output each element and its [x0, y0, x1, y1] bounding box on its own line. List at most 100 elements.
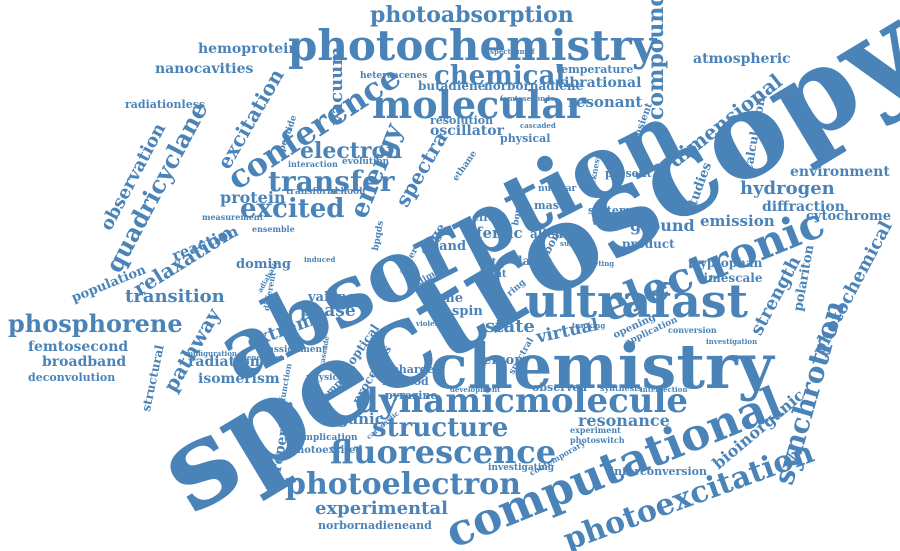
- word-system: system: [588, 204, 631, 217]
- word-heteroacenes: heteroacenes: [360, 71, 428, 81]
- word-butadiene: butadiene: [418, 79, 486, 93]
- word-photochemistry: photochemistry: [288, 21, 657, 70]
- word-physical: physical: [500, 132, 551, 145]
- word-electron: electron: [300, 138, 403, 164]
- word-evolution: evolution: [342, 157, 390, 167]
- word-transform: transform: [286, 187, 337, 197]
- word-cytochrome: cytochrome: [806, 209, 892, 224]
- word-fluorescence: fluorescence: [330, 433, 557, 471]
- word-dynamicmolecule: dynamicmolecule: [355, 381, 689, 421]
- word-present: present: [605, 167, 652, 180]
- word-doming: doming: [236, 257, 291, 272]
- word-light: light: [480, 269, 507, 280]
- word-assignment: assignment: [268, 345, 327, 355]
- word-allene: allene: [530, 227, 571, 241]
- word-winter: winter: [592, 217, 628, 228]
- word-physic: physic: [306, 373, 339, 383]
- word-phosphorene: phosphorene: [8, 309, 183, 338]
- word-interconversion: interconversion: [610, 465, 707, 478]
- word-photoelectron: photoelectron: [285, 467, 521, 502]
- word-product: product: [622, 237, 675, 251]
- word-oscillator: oscillator: [430, 123, 504, 139]
- word-laser: laser: [518, 254, 552, 268]
- word-spin: spin: [452, 304, 483, 319]
- word-phase: phase: [300, 301, 356, 321]
- word-nanocavities: nanocavities: [155, 61, 254, 77]
- word-radiationless: radiationless: [125, 98, 206, 111]
- word-pyrazine: pyrazine: [385, 389, 438, 402]
- word-vibrational: vibrational: [556, 75, 642, 91]
- word-radiation: radiation: [188, 354, 260, 370]
- word-photoswitch: photoswitch: [570, 435, 625, 445]
- word-school: school: [330, 187, 363, 197]
- word-maser: maser: [534, 199, 572, 212]
- word-chemistry: chemistry: [430, 330, 774, 403]
- word-ultrafast: ultrafast: [525, 274, 748, 328]
- word-violet: violet: [416, 319, 438, 328]
- word-synthesis: synthesis: [600, 383, 642, 393]
- word-band: band: [430, 239, 467, 254]
- word-investigating: investigating: [488, 463, 555, 473]
- word-ground: ground: [630, 216, 695, 235]
- word-environment: environment: [790, 164, 890, 180]
- word-transition: transition: [125, 286, 225, 307]
- word-resonance: resonance: [578, 411, 670, 430]
- word-transfer: transfer: [268, 165, 395, 198]
- word-cascaded: cascaded: [520, 121, 556, 130]
- word-experiment: experiment: [570, 425, 621, 435]
- word-vacuum: vacuum: [326, 46, 347, 125]
- word-hemoprotein: hemoprotein: [198, 41, 299, 57]
- word-resonant: resonant: [568, 93, 643, 111]
- word-chemical: chemical: [434, 61, 566, 91]
- word-meeting: meeting: [582, 259, 615, 268]
- word-organic: organic: [320, 410, 384, 428]
- word-photoexcited: photoexcited: [290, 445, 363, 456]
- word-molecular: molecular: [372, 82, 587, 127]
- word-spectrumof: spectrumof: [490, 47, 535, 56]
- word-norbornadieneand: norbornadieneand: [318, 519, 432, 532]
- word-experimental: experimental: [315, 498, 448, 519]
- word-protein: protein: [220, 188, 286, 207]
- word-broadband: broadband: [42, 354, 127, 370]
- word-conversion: conversion: [668, 325, 717, 335]
- word-method: method: [382, 375, 429, 388]
- word-nuclear: nuclear: [538, 184, 577, 194]
- word-observed: observed: [532, 381, 588, 394]
- word-surface: surface: [560, 239, 589, 248]
- word-isomerism: isomerism: [198, 371, 280, 387]
- word-temperature: temperature: [556, 63, 634, 76]
- word-measurement: measurement: [202, 212, 264, 222]
- word-structure: structure: [372, 413, 509, 443]
- word-tracking: tracking: [572, 321, 606, 330]
- word-flat: flat: [478, 257, 497, 268]
- word-photoabsorption: photoabsorption: [370, 2, 574, 28]
- word-configuration: configuration: [184, 349, 237, 358]
- word-norbornadiene: norbornadiene: [484, 79, 584, 93]
- word-emission: emission: [700, 212, 775, 230]
- word-generation: generation: [242, 353, 285, 362]
- word-interaction: interaction: [288, 159, 338, 169]
- word-implication: implication: [300, 433, 358, 443]
- word-ensemble: ensemble: [252, 224, 295, 234]
- word-diffraction: diffraction: [762, 199, 845, 215]
- word-intersection: intersection: [640, 385, 688, 394]
- word-femtoseconds: femtoseconds: [500, 94, 555, 103]
- word-tryptophan: tryptophan: [688, 256, 763, 270]
- word-excited: excited: [240, 194, 345, 224]
- word-femtosecond: femtosecond: [28, 339, 129, 355]
- word-time: time: [430, 291, 463, 306]
- word-effect: effect: [472, 211, 507, 224]
- word-valence: valence: [308, 290, 363, 305]
- word-investigation: investigation: [706, 337, 758, 346]
- word-person: person: [474, 353, 524, 368]
- word-development: development: [450, 385, 501, 394]
- word-atmospheric: atmospheric: [693, 51, 791, 67]
- word-resolution: resolution: [430, 114, 494, 127]
- word-timescale: timescale: [698, 271, 763, 285]
- word-charge: charge: [392, 363, 435, 376]
- word-deconvolution: deconvolution: [28, 371, 116, 384]
- word-hydrogen: hydrogen: [740, 178, 835, 199]
- word-induced: induced: [304, 255, 336, 264]
- word-state: state: [485, 316, 535, 337]
